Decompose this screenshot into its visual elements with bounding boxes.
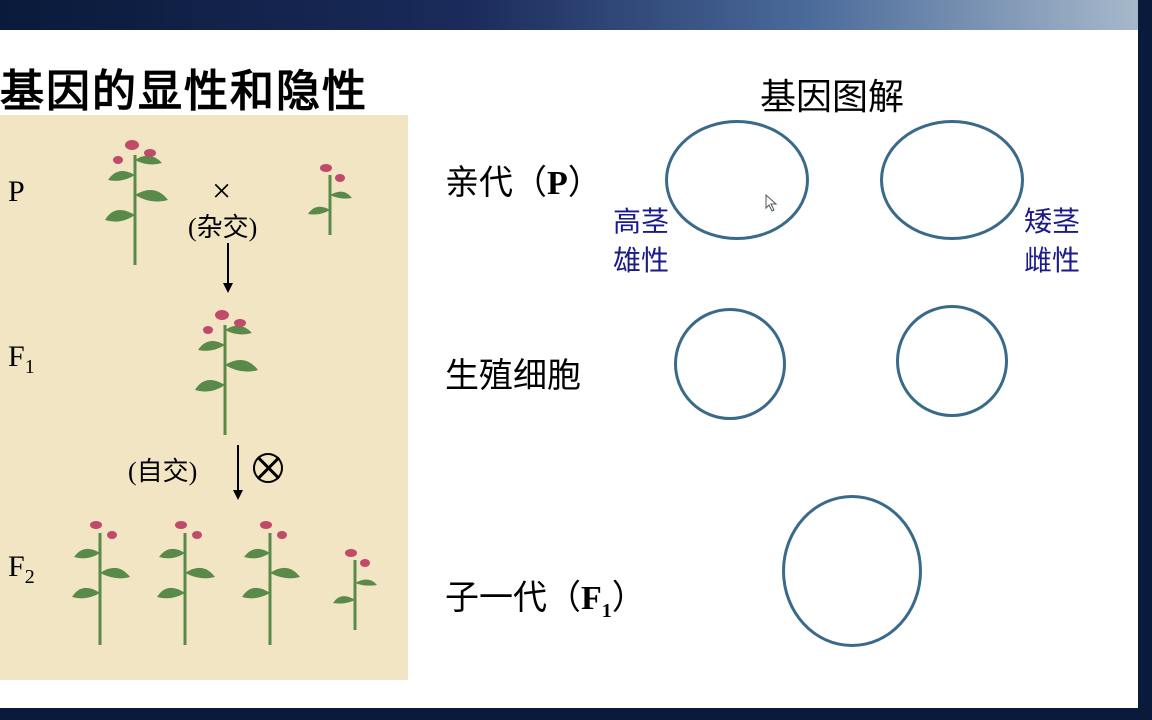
- circle-g-right: [896, 305, 1008, 417]
- otimes-symbol: [253, 453, 283, 483]
- right-border: [1138, 0, 1152, 720]
- row-label-gamete: 生殖细胞: [445, 348, 581, 397]
- anno-right-line1: 矮茎: [1024, 207, 1080, 238]
- anno-left: 高茎 雄性: [613, 203, 669, 281]
- illustration-panel: P F1 F2 × (杂交): [0, 115, 408, 680]
- plant-f2-short: [325, 535, 385, 630]
- gen-label-f2: F2: [8, 550, 35, 589]
- plant-p-tall: [90, 125, 180, 265]
- header-border: [0, 0, 1152, 30]
- cursor-icon: [765, 194, 779, 217]
- cross-symbol: ×: [212, 173, 231, 211]
- gen-label-p: P: [8, 175, 25, 209]
- circle-p-left: [665, 120, 809, 240]
- arrow-f1-f2: [228, 445, 248, 508]
- circle-p-right: [880, 120, 1024, 240]
- row-label-p: 亲代（P）: [445, 155, 602, 204]
- diagram-title: 基因图解: [760, 68, 904, 120]
- arrow-p-f1: [218, 243, 238, 283]
- plant-f2-tall-2: [145, 505, 225, 645]
- circle-g-left: [674, 308, 786, 420]
- plant-f2-tall-3: [230, 505, 310, 645]
- plant-f1: [180, 295, 270, 435]
- gen-label-f1: F1: [8, 340, 35, 379]
- footer-border: [0, 708, 1152, 720]
- self-label: (自交): [128, 451, 197, 488]
- cross-label: (杂交): [188, 207, 257, 244]
- row-label-f1: 子一代（F1）: [445, 570, 646, 623]
- anno-left-line2: 雄性: [613, 246, 669, 277]
- plant-f2-tall-1: [60, 505, 140, 645]
- circle-f1: [782, 495, 922, 647]
- anno-right: 矮茎 雌性: [1024, 203, 1080, 281]
- anno-left-line1: 高茎: [613, 207, 669, 238]
- page-title: 基因的显性和隐性: [0, 55, 368, 119]
- plant-p-short: [300, 150, 360, 235]
- anno-right-line2: 雌性: [1024, 246, 1080, 277]
